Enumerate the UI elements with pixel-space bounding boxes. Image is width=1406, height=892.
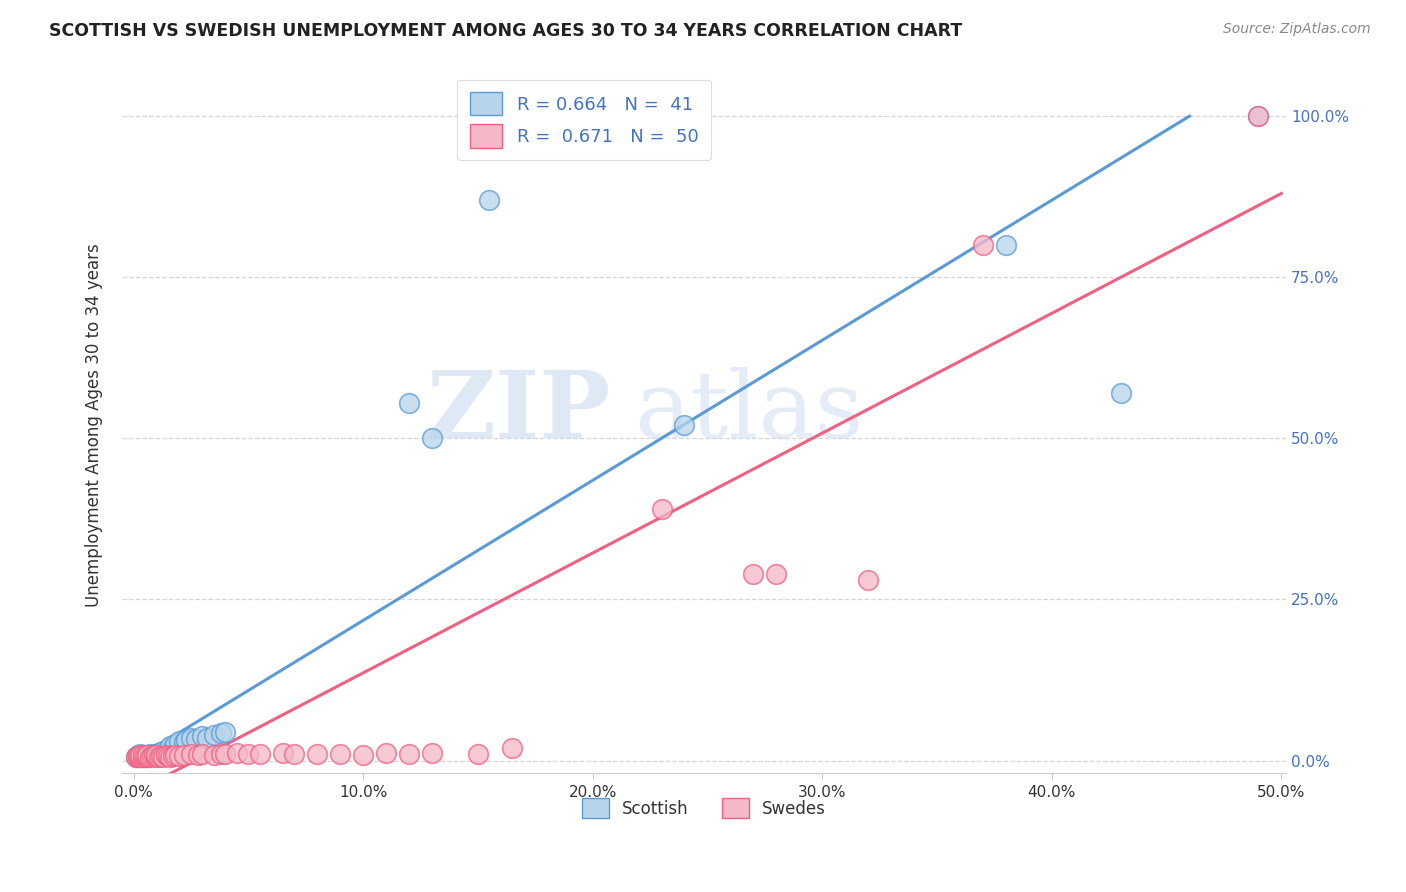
Point <box>214 747 236 761</box>
Point <box>138 749 160 764</box>
Point <box>225 746 247 760</box>
Point <box>132 750 155 764</box>
Point <box>173 735 195 749</box>
Point <box>187 748 209 763</box>
Point <box>148 746 170 760</box>
Text: Source: ZipAtlas.com: Source: ZipAtlas.com <box>1223 22 1371 37</box>
Point <box>1109 386 1132 401</box>
Point <box>249 747 271 761</box>
Point <box>191 747 214 761</box>
Point <box>162 749 184 764</box>
Point <box>375 746 398 760</box>
Point <box>271 746 294 760</box>
Point <box>169 734 191 748</box>
Point <box>420 431 443 445</box>
Point <box>180 731 202 745</box>
Point <box>1247 109 1270 123</box>
Point <box>125 750 148 764</box>
Point <box>191 729 214 743</box>
Point <box>129 748 152 763</box>
Point <box>143 748 166 763</box>
Point <box>127 749 149 764</box>
Point <box>478 193 501 207</box>
Point <box>209 726 232 740</box>
Point <box>467 747 489 761</box>
Point <box>994 238 1017 252</box>
Point <box>214 724 236 739</box>
Point <box>398 396 420 410</box>
Point <box>134 750 156 764</box>
Point <box>127 748 149 763</box>
Point <box>156 749 179 764</box>
Point <box>150 749 173 764</box>
Point <box>329 747 352 761</box>
Point <box>176 733 198 747</box>
Point <box>283 747 305 761</box>
Text: atlas: atlas <box>634 367 863 457</box>
Point <box>132 748 155 763</box>
Point <box>148 749 170 764</box>
Legend: Scottish, Swedes: Scottish, Swedes <box>575 792 832 824</box>
Point <box>163 748 186 763</box>
Point <box>127 750 149 764</box>
Point <box>202 728 225 742</box>
Point <box>307 747 329 761</box>
Point <box>134 749 156 764</box>
Point <box>765 566 787 581</box>
Point <box>138 750 160 764</box>
Point <box>398 747 420 761</box>
Point <box>972 238 994 252</box>
Point <box>180 747 202 761</box>
Point <box>129 747 152 761</box>
Point <box>156 742 179 756</box>
Point <box>202 748 225 763</box>
Point <box>136 749 159 764</box>
Point <box>162 740 184 755</box>
Point <box>163 738 186 752</box>
Point <box>138 747 160 761</box>
Point <box>132 750 155 764</box>
Point <box>141 748 163 763</box>
Text: SCOTTISH VS SWEDISH UNEMPLOYMENT AMONG AGES 30 TO 34 YEARS CORRELATION CHART: SCOTTISH VS SWEDISH UNEMPLOYMENT AMONG A… <box>49 22 963 40</box>
Point <box>136 748 159 763</box>
Point <box>132 748 155 763</box>
Point <box>129 749 152 764</box>
Point <box>145 747 167 761</box>
Point <box>159 739 181 754</box>
Point <box>152 749 174 764</box>
Point <box>651 502 673 516</box>
Point <box>209 747 232 761</box>
Point <box>238 747 260 761</box>
Point <box>145 748 167 763</box>
Point <box>1247 109 1270 123</box>
Point <box>150 745 173 759</box>
Point <box>169 749 191 764</box>
Point <box>129 750 152 764</box>
Point <box>184 732 207 747</box>
Point <box>195 731 218 745</box>
Point <box>136 748 159 763</box>
Point <box>134 749 156 764</box>
Text: ZIP: ZIP <box>426 367 610 457</box>
Point <box>152 744 174 758</box>
Point <box>856 573 879 587</box>
Point <box>352 748 374 763</box>
Point <box>420 746 443 760</box>
Point <box>673 418 696 433</box>
Point <box>742 566 765 581</box>
Point <box>136 749 159 764</box>
Point <box>141 749 163 764</box>
Point <box>143 747 166 761</box>
Y-axis label: Unemployment Among Ages 30 to 34 years: Unemployment Among Ages 30 to 34 years <box>86 244 103 607</box>
Point <box>129 749 152 764</box>
Point <box>501 740 523 755</box>
Point <box>159 749 181 764</box>
Point <box>127 750 149 764</box>
Point <box>145 750 167 764</box>
Point <box>125 750 148 764</box>
Point <box>173 748 195 763</box>
Point <box>155 748 177 763</box>
